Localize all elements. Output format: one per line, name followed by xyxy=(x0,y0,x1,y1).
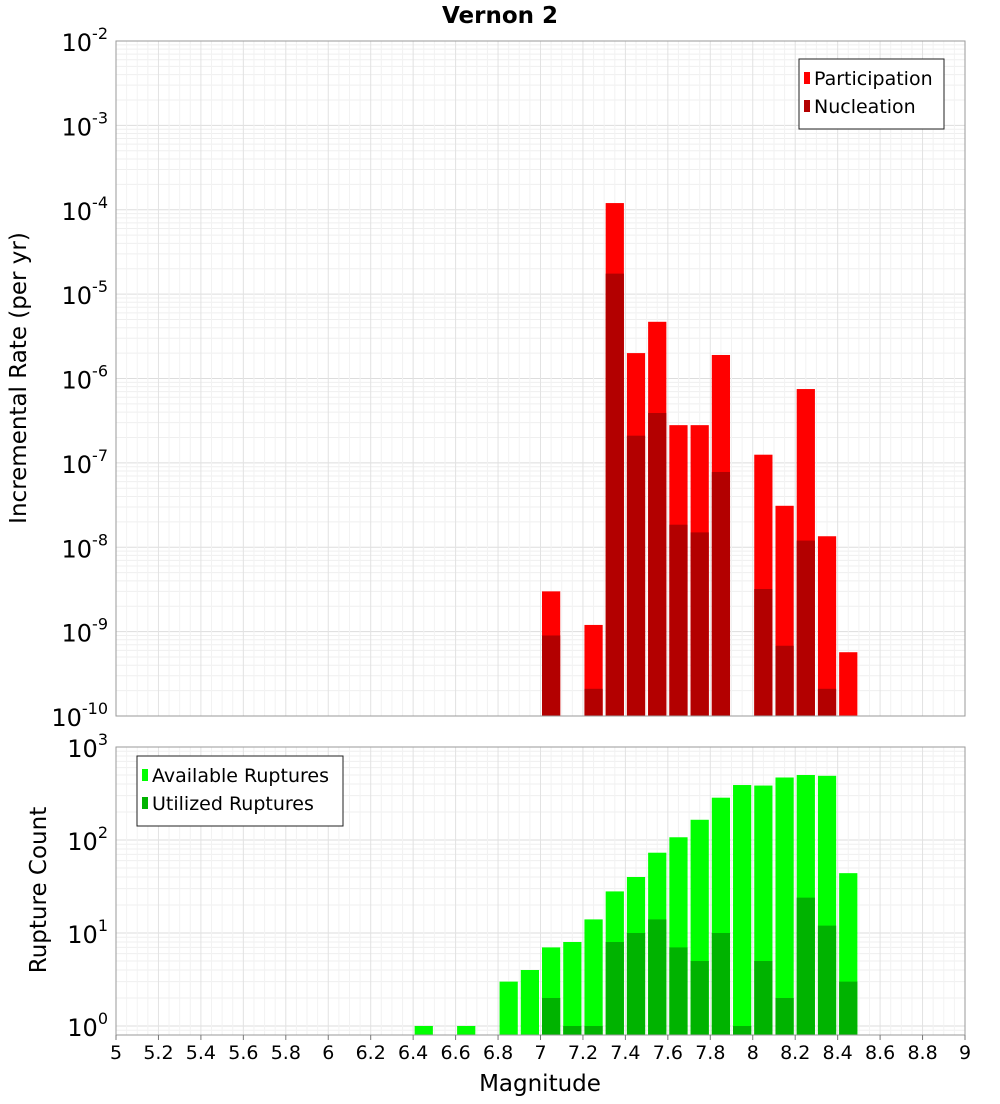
x-tick-label: 7.8 xyxy=(695,1042,725,1064)
rate-nucleation-bar xyxy=(542,635,561,716)
count-y-tick-label: 102 xyxy=(67,823,108,856)
count-available-ruptures-bar xyxy=(563,942,582,1035)
rate-nucleation-bar xyxy=(669,524,688,716)
rate-y-tick-label: 10-8 xyxy=(62,530,109,563)
rate-nucleation-bar xyxy=(584,688,603,716)
count-y-tick-label: 101 xyxy=(67,916,108,949)
rate-y-tick-label: 10-3 xyxy=(62,108,109,141)
x-tick-label: 6.4 xyxy=(398,1042,428,1064)
rate-legend-swatch xyxy=(804,100,810,112)
count-utilized-ruptures-bar xyxy=(563,1025,582,1035)
count-utilized-ruptures-bar xyxy=(584,1025,603,1035)
x-tick-label: 5.4 xyxy=(186,1042,216,1064)
count-utilized-ruptures-bar xyxy=(796,897,815,1035)
count-utilized-ruptures-bar xyxy=(733,1025,752,1035)
count-available-ruptures-bar xyxy=(457,1025,476,1035)
x-tick-label: 5 xyxy=(110,1042,122,1064)
count-y-tick-label: 103 xyxy=(67,730,108,763)
rate-participation-bar xyxy=(839,652,858,716)
x-tick-label: 5.2 xyxy=(143,1042,173,1064)
rate-nucleation-bar xyxy=(775,645,794,716)
rate-legend-box xyxy=(798,58,945,130)
count-y-tick-labels: 100 101 102 103 xyxy=(67,730,108,1042)
count-available-ruptures-bar xyxy=(414,1025,433,1035)
x-tick-label: 7.6 xyxy=(653,1042,683,1064)
rate-y-tick-label: 10-9 xyxy=(62,615,109,648)
rate-nucleation-bar xyxy=(626,435,646,716)
count-legend-box xyxy=(136,755,344,827)
rate-nucleation-bar xyxy=(711,471,731,716)
rate-plot-area xyxy=(115,40,966,717)
count-utilized-ruptures-bar xyxy=(839,981,858,1035)
count-available-ruptures-bar xyxy=(733,785,752,1035)
rate-nucleation-bar xyxy=(796,540,815,716)
rate-legend-swatch xyxy=(804,72,810,84)
count-utilized-ruptures-bar xyxy=(542,997,561,1035)
count-utilized-ruptures-bar xyxy=(648,919,667,1035)
count-legend-label: Available Ruptures xyxy=(152,765,329,787)
x-tick-label: 8.6 xyxy=(865,1042,895,1064)
x-tick-label: 5.6 xyxy=(228,1042,258,1064)
count-utilized-ruptures-bar xyxy=(605,942,624,1035)
x-tick-label: 6 xyxy=(322,1042,334,1064)
x-tick-label: 6.2 xyxy=(356,1042,386,1064)
count-legend: Available Ruptures Utilized Ruptures xyxy=(136,755,344,827)
count-utilized-ruptures-bar xyxy=(754,960,773,1035)
count-available-ruptures-bar xyxy=(584,919,603,1035)
x-tick-label: 6.8 xyxy=(483,1042,513,1064)
count-legend-label: Utilized Ruptures xyxy=(152,793,314,815)
x-tick-labels: 5 5.2 5.4 5.6 5.8 6 6.2 6.4 6.6 6.8 7 7.2 7.4 7.6 7.8 8… xyxy=(110,1035,971,1064)
count-bars xyxy=(414,774,858,1035)
rate-y-tick-labels: 10-10 10-9 10-8 10-7 10-6 10-5 10-4 10-3 10-2 xyxy=(51,24,108,732)
rate-legend-label: Participation xyxy=(814,68,933,90)
y-axis-label-bottom: Rupture Count xyxy=(26,807,52,973)
rate-y-tick-label: 10-5 xyxy=(62,277,109,310)
chart-title: Vernon 2 xyxy=(442,3,558,29)
count-legend-swatch xyxy=(142,797,148,809)
x-tick-label: 8.4 xyxy=(823,1042,853,1064)
x-tick-label: 8.2 xyxy=(780,1042,810,1064)
y-axis-label-top: Incremental Rate (per yr) xyxy=(6,232,32,524)
count-available-ruptures-bar xyxy=(520,969,539,1035)
count-y-tick-label: 100 xyxy=(67,1009,108,1042)
count-available-ruptures-bar xyxy=(775,777,794,1035)
count-utilized-ruptures-bar xyxy=(711,932,731,1035)
rate-legend-label: Nucleation xyxy=(814,96,916,118)
count-available-ruptures-bar xyxy=(499,981,518,1035)
x-axis-label: Magnitude xyxy=(479,1071,601,1097)
count-utilized-ruptures-bar xyxy=(775,997,794,1035)
x-tick-label: 7.4 xyxy=(610,1042,640,1064)
rate-participation-bar xyxy=(817,536,837,716)
x-tick-label: 5.8 xyxy=(271,1042,301,1064)
rate-bars xyxy=(542,203,858,716)
x-tick-label: 7.2 xyxy=(568,1042,598,1064)
count-utilized-ruptures-bar xyxy=(626,932,646,1035)
rate-nucleation-bar xyxy=(817,688,837,716)
x-tick-label: 9 xyxy=(959,1042,971,1064)
rate-nucleation-bar xyxy=(690,532,709,716)
rate-y-tick-label: 10-10 xyxy=(51,699,108,732)
rate-y-tick-label: 10-2 xyxy=(62,24,109,57)
count-legend-swatch xyxy=(142,769,148,781)
rate-y-tick-label: 10-6 xyxy=(62,362,109,395)
x-tick-label: 6.6 xyxy=(440,1042,470,1064)
rate-nucleation-bar xyxy=(605,273,624,716)
rate-nucleation-bar xyxy=(754,589,773,716)
count-utilized-ruptures-bar xyxy=(690,960,709,1035)
rate-nucleation-bar xyxy=(648,413,667,716)
rate-y-tick-label: 10-4 xyxy=(62,193,109,226)
x-tick-label: 8.8 xyxy=(907,1042,937,1064)
rate-gridlines xyxy=(115,40,966,717)
rate-legend: Participation Nucleation xyxy=(798,58,945,130)
count-utilized-ruptures-bar xyxy=(817,925,837,1035)
rate-y-tick-label: 10-7 xyxy=(62,446,109,479)
x-tick-label: 7 xyxy=(534,1042,546,1064)
x-tick-label: 8 xyxy=(747,1042,759,1064)
count-utilized-ruptures-bar xyxy=(669,947,688,1035)
rate-plot-frame xyxy=(115,40,966,717)
